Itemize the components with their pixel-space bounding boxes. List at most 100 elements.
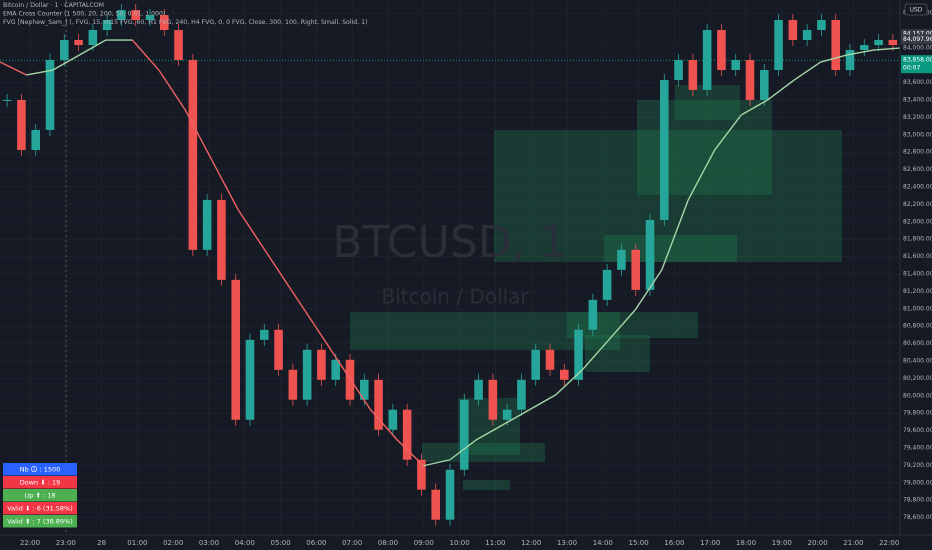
candle — [831, 20, 840, 71]
candle — [760, 70, 769, 100]
x-tick-label: 15:00 — [629, 539, 649, 547]
candle — [474, 379, 483, 400]
x-tick-label: 17:00 — [700, 539, 720, 547]
header: Bitcoin / Dollar · 1 · CAPITALCOM EMA Cro… — [3, 2, 367, 26]
currency: USD — [910, 7, 923, 14]
ema-segment — [0, 61, 27, 76]
ema-segment — [158, 69, 186, 111]
candle — [117, 10, 126, 21]
ema-segment — [476, 424, 504, 441]
y-tick-label: 79,600.00 — [903, 427, 932, 434]
candle — [2, 99, 12, 101]
ema-segment — [290, 289, 319, 331]
price-tag: 83,858.00 — [903, 57, 932, 64]
candle — [431, 489, 440, 520]
ema-segment — [767, 79, 795, 101]
candle — [331, 359, 340, 380]
ema-segment — [740, 99, 768, 116]
ema-segment — [661, 199, 689, 271]
candle — [260, 329, 269, 340]
candle — [617, 249, 626, 270]
x-tick-label: 19:00 — [772, 539, 792, 547]
y-tick-label: 84,000.00 — [903, 44, 932, 51]
ema-segment — [396, 439, 425, 467]
ema-segment — [26, 69, 54, 76]
fvg-zone — [637, 100, 772, 195]
candle — [288, 369, 298, 400]
candle — [274, 329, 283, 370]
candle — [745, 60, 755, 100]
candle — [660, 80, 669, 220]
candle — [245, 339, 255, 420]
candle — [374, 379, 383, 430]
candle — [717, 30, 726, 71]
y-tick-label: 79,400.00 — [903, 445, 932, 452]
y-tick-label: 78,800.00 — [903, 497, 932, 504]
candle — [460, 399, 469, 470]
ema-segment — [555, 369, 583, 396]
candle — [845, 50, 855, 71]
ema-segment — [184, 109, 213, 161]
price-tag: 84,157.00 — [903, 31, 932, 38]
ema-segment — [317, 329, 345, 371]
x-tick-label: 08:00 — [378, 539, 398, 547]
y-tick-label: 79,800.00 — [903, 410, 932, 417]
y-tick-label: 83,200.00 — [903, 114, 932, 121]
header-line: Bitcoin / Dollar · 1 · CAPITALCOM — [3, 2, 104, 9]
ema-segment — [846, 49, 874, 56]
x-tick-label: 09:00 — [414, 539, 434, 547]
stats-cell — [3, 463, 77, 476]
candle — [417, 459, 426, 490]
y-tick-label: 81,200.00 — [903, 288, 932, 295]
x-tick-label: 18:00 — [736, 539, 756, 547]
candle — [888, 40, 898, 46]
ema — [0, 39, 901, 467]
y-tick-label: 83,400.00 — [903, 97, 932, 104]
price-tag: 84,097.96 — [903, 36, 932, 43]
stats-cell — [3, 476, 77, 489]
price-tag-time: 00:07 — [903, 65, 920, 72]
candles — [2, 4, 898, 526]
y-tick-label: 82,600.00 — [903, 166, 932, 173]
stats-text: Valid ⬆ : 7 (38.89%) — [7, 518, 73, 526]
candle — [488, 379, 498, 420]
candle — [160, 15, 169, 31]
watermark-symbol: BTCUSD, 1 — [332, 217, 567, 268]
price-tag-bg — [901, 29, 932, 40]
x-tick-label: 20:00 — [808, 539, 828, 547]
candle — [774, 20, 783, 71]
ema-segment — [873, 47, 901, 51]
candle — [688, 60, 698, 90]
candle — [545, 349, 555, 370]
y-tick-label: 80,200.00 — [903, 375, 932, 382]
candle — [388, 409, 398, 430]
header-line: EMA Cross Counter (1 500, 20, 200, 50, 0… — [3, 11, 165, 18]
ema-segment — [714, 114, 742, 151]
y-tick-label: 81,600.00 — [903, 253, 932, 260]
y-tick-label: 81,800.00 — [903, 236, 932, 243]
x-tick-label: 04:00 — [235, 539, 255, 547]
candle — [817, 20, 826, 31]
candle — [60, 40, 69, 61]
price-tag-bg — [901, 34, 932, 45]
candle — [360, 379, 369, 400]
candle — [202, 199, 212, 250]
y-tick-label: 80,000.00 — [903, 392, 932, 399]
ema-segment — [634, 269, 663, 311]
stats-text: Nb 🛈 : 1500 — [20, 466, 61, 474]
stats-text: Valid ⬇ : 6 (31.58%) — [7, 505, 73, 513]
x-tick-label: 13:00 — [557, 539, 577, 547]
ema-segment — [687, 149, 716, 201]
candle — [517, 379, 526, 410]
candle — [17, 99, 26, 150]
x-tick-label: 22:00 — [879, 539, 899, 547]
candle — [731, 60, 740, 71]
x-tick-label: 22:00 — [20, 539, 40, 547]
candle — [445, 469, 455, 520]
candle — [874, 40, 883, 46]
candle — [588, 299, 598, 330]
ema-segment — [529, 394, 557, 411]
x-tick-label: 14:00 — [593, 539, 613, 547]
y-tick-label: 80,400.00 — [903, 358, 932, 365]
